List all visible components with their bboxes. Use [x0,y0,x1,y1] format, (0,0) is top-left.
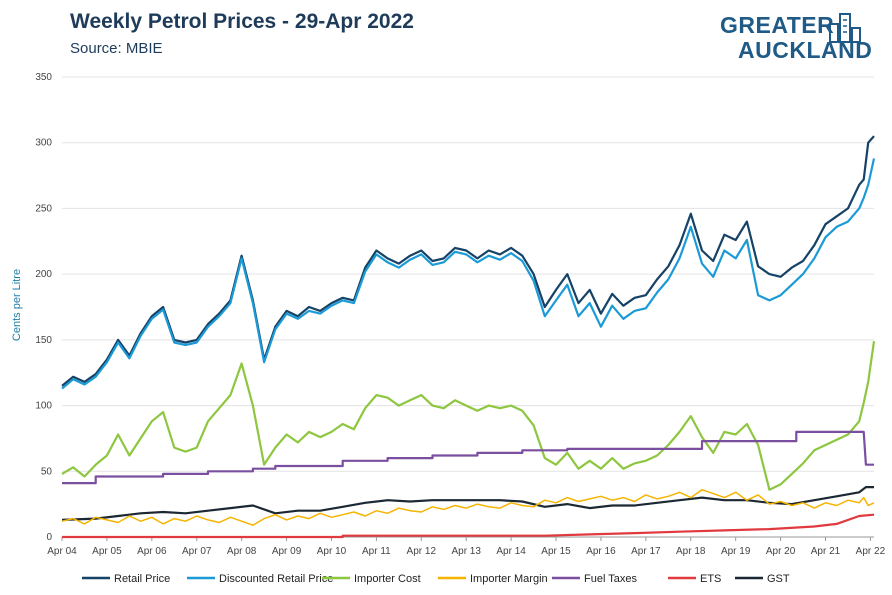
x-tick-label: Apr 22 [856,546,886,557]
greater-auckland-logo: GREATER AUCKLAND [720,12,880,64]
x-tick-label: Apr 05 [92,546,122,557]
y-tick-label: 200 [35,269,52,280]
series-line-importer-cost [61,341,876,491]
x-tick-label: Apr 19 [721,546,751,557]
x-tick-label: Apr 07 [182,546,212,557]
logo-line-1: GREATER [720,12,835,38]
x-tick-label: Apr 12 [407,546,437,557]
series-line-gst [61,486,874,521]
legend: Retail Price Discounted Retail Price Impor… [82,573,790,585]
series-lines [61,135,876,539]
x-tick-label: Apr 08 [227,546,257,557]
x-tick-label: Apr 15 [541,546,571,557]
legend-label: Discounted Retail Price [219,573,333,585]
y-axis-ticks: 0 50 100 150 200 250 300 350 [35,72,52,543]
y-tick-label: 0 [46,532,52,543]
legend-item: Importer Cost [322,573,421,585]
x-tick-label: Apr 04 [47,546,77,557]
y-tick-label: 300 [35,138,52,149]
y-axis-label: Cents per Litre [11,269,23,341]
logo-line-2: AUCKLAND [738,37,873,63]
x-tick-label: Apr 21 [811,546,841,557]
x-tick-label: Apr 13 [451,546,481,557]
legend-label: Fuel Taxes [584,573,637,585]
gridlines [62,76,874,538]
x-tick-label: Apr 16 [586,546,616,557]
x-tick-label: Apr 09 [272,546,302,557]
y-tick-label: 350 [35,72,52,83]
legend-item: Fuel Taxes [552,573,637,585]
y-tick-label: 100 [35,401,52,412]
x-tick-label: Apr 11 [362,546,391,557]
legend-label: Importer Cost [354,573,421,585]
legend-item: ETS [668,573,721,585]
x-tick-label: Apr 10 [317,546,347,557]
legend-item: GST [735,573,790,585]
legend-label: Importer Margin [470,573,548,585]
chart-subtitle: Source: MBIE [70,40,163,57]
chart-title: Weekly Petrol Prices - 29-Apr 2022 [70,10,414,33]
legend-item: Importer Margin [438,573,548,585]
x-tick-label: Apr 17 [631,546,661,557]
legend-item: Discounted Retail Price [187,573,333,585]
series-line-importer-margin [61,488,875,526]
x-tick-label: Apr 14 [496,546,526,557]
series-line-fuel-taxes [62,430,874,485]
series-line-retail-price [61,135,875,387]
y-tick-label: 150 [35,335,52,346]
series-line-ets [62,513,875,539]
x-tick-label: Apr 18 [676,546,706,557]
x-tick-label: Apr 06 [137,546,167,557]
series-line-discounted-retail-price [61,158,876,390]
city-skyline-icon [829,13,861,43]
x-axis-ticks: Apr 04 Apr 05 Apr 06 Apr 07 Apr 08 Apr 09 Apr … [47,537,886,557]
legend-label: GST [767,573,790,585]
y-tick-label: 50 [41,466,53,477]
legend-label: Retail Price [114,573,170,585]
legend-label: ETS [700,573,721,585]
legend-item: Retail Price [82,573,170,585]
x-tick-label: Apr 20 [766,546,796,557]
y-tick-label: 250 [35,203,52,214]
